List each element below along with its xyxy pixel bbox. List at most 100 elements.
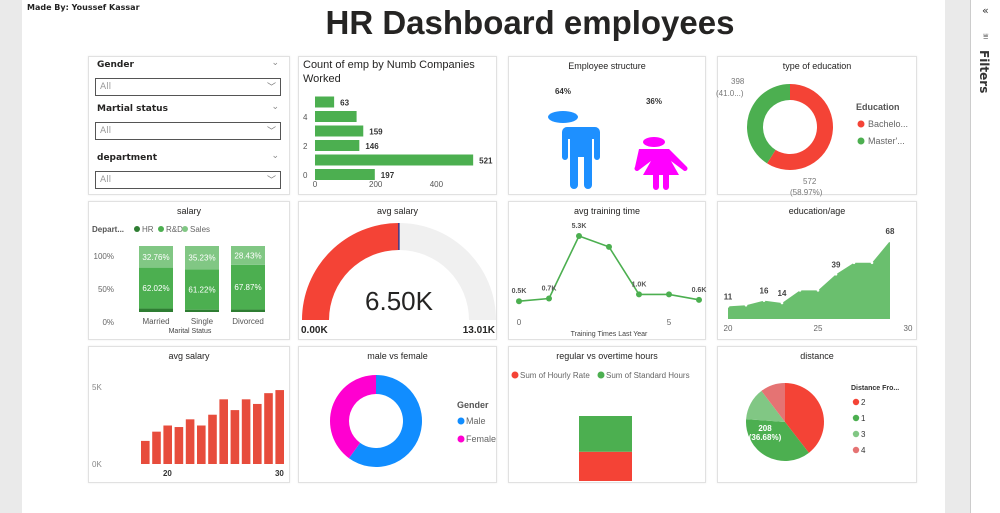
bar	[185, 419, 195, 464]
slicer-gender-label: Gender	[97, 60, 134, 70]
x-tick-label: 30	[275, 469, 284, 478]
male-percent: 64%	[555, 87, 571, 96]
y-tick-label: 2	[303, 142, 308, 151]
data-label: 398	[731, 77, 745, 86]
bar	[315, 125, 364, 137]
gauge-min: 0.00K	[301, 325, 328, 336]
author-credit: Made By: Youssef Kassar	[27, 3, 140, 12]
funnel-icon: ⩸	[983, 32, 989, 42]
donut-slice	[767, 84, 833, 171]
pie-slice	[746, 390, 785, 422]
bar	[197, 425, 206, 464]
training-time-chart[interactable]: avg training time 0.5K 0.7K 5.3K 1.0K 0.6K 0 5 T…	[508, 201, 706, 340]
salary-stacked-chart[interactable]: salary Depart... HR R&D Sales 0% 50% 100% 62.02%…	[88, 201, 290, 340]
bar-segment	[185, 246, 219, 270]
data-label: (41.0...)	[716, 89, 744, 98]
data-label: 0.5K	[512, 288, 527, 295]
department-value: All	[100, 175, 112, 185]
hours-chart[interactable]: regular vs overtime hours Sum of Hourly R…	[508, 346, 706, 483]
x-tick-label: 0	[313, 180, 318, 189]
bar	[208, 414, 217, 464]
bar-segment	[139, 267, 173, 309]
data-point	[816, 289, 820, 292]
bar-segment	[185, 269, 219, 310]
chevron-down-icon[interactable]: ⌄	[271, 58, 279, 68]
data-point	[888, 239, 892, 243]
chart-title: Count of emp by Numb Companies Worked	[303, 59, 475, 85]
bar-segment	[579, 451, 632, 481]
legend-label: Sales	[190, 225, 210, 234]
y-tick-label: 0	[303, 171, 308, 180]
gauge-fill	[302, 223, 399, 320]
bar	[241, 399, 251, 464]
data-label: 11	[724, 292, 733, 301]
marital-value: All	[100, 126, 112, 136]
x-axis-label: Training Times Last Year	[571, 331, 648, 338]
bar	[219, 399, 228, 464]
male-female-chart[interactable]: male vs female Gender Male Female	[298, 346, 497, 483]
bar	[315, 154, 474, 166]
distance-chart[interactable]: distance 208 (36.68%) Distance Fro... 2 1 3 4	[717, 346, 917, 483]
x-tick-label: Married	[142, 317, 169, 326]
gender-dropdown[interactable]: All ﹀	[95, 78, 281, 96]
y-tick-label: 4	[303, 113, 308, 122]
x-tick-label: 200	[369, 180, 383, 189]
y-tick-label: 5K	[92, 383, 102, 392]
avg-salary-bar-chart[interactable]: avg salary 0K 5K 20 30	[88, 346, 290, 483]
bar	[264, 393, 273, 464]
bar	[315, 111, 357, 122]
bar	[152, 431, 161, 464]
education-chart[interactable]: type of education 572 (58.97%) 398 (41.0...)…	[716, 56, 917, 197]
data-label: 521	[479, 157, 493, 166]
bar	[315, 140, 360, 151]
legend-label: 1	[861, 414, 866, 423]
data-label: 0.7K	[542, 285, 557, 292]
filters-pane[interactable]: « ⩸ Filters	[970, 0, 1000, 513]
chart-title: avg training time	[573, 206, 641, 216]
x-tick-label: 5	[667, 318, 672, 327]
legend-label: Female	[466, 434, 496, 444]
data-label: 1.0K	[632, 281, 647, 288]
education-age-chart[interactable]: education/age 11 16 14 39 68 20 25 30	[717, 201, 917, 340]
data-label: 5.3K	[572, 223, 587, 230]
legend-label: Sum of Hourly Rate	[520, 371, 590, 380]
data-point	[606, 243, 612, 250]
legend-marker	[852, 446, 860, 454]
data-label: 35.23%	[188, 254, 215, 263]
employee-structure-chart[interactable]: Employee structure 64% 36%	[508, 56, 706, 195]
data-point	[546, 295, 552, 302]
chevron-down-icon[interactable]: ⌄	[271, 102, 279, 112]
data-label: 61.22%	[188, 285, 215, 294]
data-label: 14	[778, 289, 787, 298]
data-label: 572	[803, 177, 817, 186]
bar-segment	[231, 264, 265, 310]
x-tick-label: 30	[904, 324, 913, 333]
legend-marker	[857, 120, 865, 128]
bar-segment	[579, 416, 632, 452]
double-chevron-icon[interactable]: «	[982, 4, 989, 17]
chevron-down-icon[interactable]: ⌄	[271, 151, 279, 161]
chart-title: male vs female	[367, 351, 428, 361]
bar	[230, 410, 240, 464]
legend-marker	[852, 398, 860, 406]
data-label: 16	[760, 287, 769, 296]
data-point	[636, 291, 642, 298]
legend-title: Gender	[457, 400, 489, 410]
gauge-max: 13.01K	[463, 325, 496, 336]
pie-slice	[746, 419, 809, 461]
data-label: (36.68%)	[749, 433, 782, 442]
legend-marker	[457, 417, 465, 425]
legend-label: 2	[861, 398, 866, 407]
avg-salary-gauge[interactable]: avg salary 6.50K 0.00K 13.01K	[298, 201, 497, 340]
gauge-value: 6.50K	[365, 286, 434, 316]
chart-title: distance	[800, 351, 834, 361]
marital-dropdown[interactable]: All ﹀	[95, 122, 281, 140]
slicer-marital-label: Martial status	[97, 104, 168, 114]
companies-chart[interactable]: Count of emp by Numb Companies Worked 197…	[298, 56, 497, 195]
chart-title: salary	[176, 206, 201, 216]
department-dropdown[interactable]: All ﹀	[95, 171, 281, 189]
legend-label: R&D	[166, 225, 183, 234]
pie-slice	[785, 383, 824, 453]
legend-title: Education	[856, 102, 900, 112]
filters-label[interactable]: Filters	[977, 50, 991, 94]
